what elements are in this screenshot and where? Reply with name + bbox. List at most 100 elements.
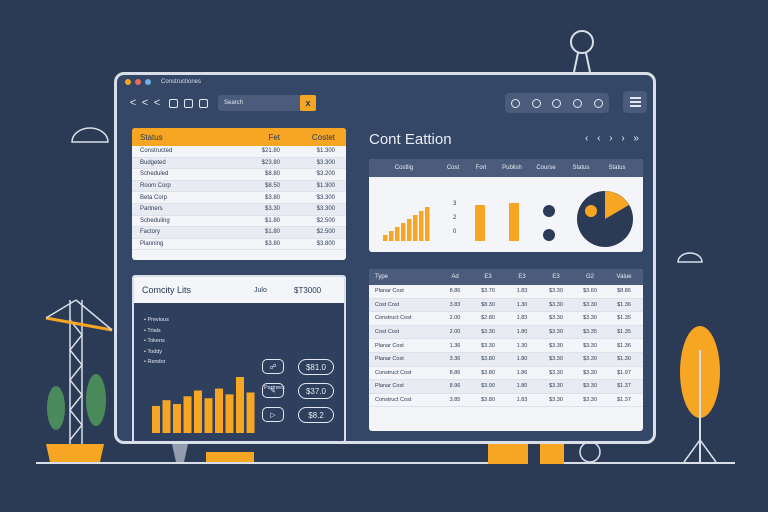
table-row[interactable]: Budgeted $23.80 $3.300 bbox=[132, 157, 346, 170]
table-row[interactable]: Planar Cost 8.96 $3.90 1.80 $3.30 $3.30 $1.37 bbox=[369, 380, 643, 394]
bar-mark bbox=[173, 404, 181, 433]
amount-pill-3[interactable]: $8.2 bbox=[298, 407, 334, 423]
window-dot-1[interactable] bbox=[125, 79, 131, 85]
table-row[interactable]: Construct Cost 3.85 $3.80 1.83 $3.30 $3.30 $1.… bbox=[369, 394, 643, 408]
row-cell: $3.35 bbox=[583, 329, 597, 336]
page-nav[interactable]: ‹ ‹ › › » bbox=[585, 133, 642, 144]
amount-pill-2[interactable]: $37.0 bbox=[298, 383, 334, 399]
list-item[interactable]: • Rendor bbox=[144, 359, 166, 365]
link-icon[interactable]: ☍ bbox=[262, 359, 284, 374]
summary-col[interactable]: Costlig bbox=[394, 165, 414, 171]
col-ad[interactable]: Ad bbox=[451, 274, 459, 280]
fire-icon[interactable] bbox=[184, 98, 193, 108]
row-cell: 3.85 bbox=[449, 397, 461, 404]
row-cell: 8.86 bbox=[449, 369, 461, 376]
calendar-icon[interactable] bbox=[531, 98, 541, 108]
row-name: Scheduling bbox=[140, 217, 170, 224]
row-cell: $3.30 bbox=[583, 342, 597, 349]
window-dot-2[interactable] bbox=[135, 79, 141, 85]
row-value-1: $8.50 bbox=[264, 183, 280, 190]
back-icon-2[interactable]: < bbox=[141, 97, 149, 109]
table-row[interactable]: Planar Cost 1.36 $3.30 1.30 $3.30 $3.30 $1.36 bbox=[369, 339, 643, 353]
row-name: Room Corp bbox=[140, 183, 171, 190]
summary-col[interactable]: Fort bbox=[475, 165, 487, 171]
table-row[interactable]: Partners $3.30 $3.300 bbox=[132, 203, 346, 216]
row-cell: $3.90 bbox=[481, 383, 495, 390]
bar-mark bbox=[509, 203, 519, 241]
table-row[interactable]: Construct Cost 2.00 $2.80 1.83 $3.30 $3.30 $1.… bbox=[369, 312, 643, 326]
list-icon[interactable] bbox=[169, 98, 178, 108]
table-row[interactable]: Room Corp $8.50 $1.300 bbox=[132, 180, 346, 193]
close-icon[interactable]: x bbox=[300, 95, 316, 111]
col-g2[interactable]: G2 bbox=[585, 274, 594, 280]
target-icon[interactable] bbox=[552, 98, 562, 108]
play-icon[interactable]: ▷ bbox=[262, 407, 284, 422]
row-cell: $1.36 bbox=[617, 342, 631, 349]
summary-col[interactable]: Publish bbox=[502, 165, 522, 171]
table-row[interactable]: Planar Cost 8.86 $3.70 1.83 $3.30 $3.60 $8.86 bbox=[369, 285, 643, 299]
col-costet[interactable]: Costet bbox=[311, 132, 335, 142]
status-table-body: Constructed $21.80 $1.300 Budgeted $23.80 $3.… bbox=[132, 146, 346, 251]
amount-pill-1[interactable]: $81.0 bbox=[298, 359, 334, 375]
row-cell: $3.30 bbox=[549, 397, 563, 404]
summary-col[interactable]: Status bbox=[608, 165, 626, 171]
back-icon[interactable]: < bbox=[129, 97, 137, 109]
menu-button[interactable] bbox=[623, 91, 647, 113]
row-cell: $1.35 bbox=[617, 329, 631, 336]
row-cell: 8.96 bbox=[449, 383, 461, 390]
row-value-1: $8.80 bbox=[264, 171, 280, 178]
col-e3[interactable]: E3 bbox=[518, 274, 526, 280]
row-name: Factory bbox=[140, 229, 161, 236]
col-fet[interactable]: Fet bbox=[268, 132, 280, 142]
table-row[interactable]: Factory $1.80 $2.500 bbox=[132, 227, 346, 239]
table-row[interactable]: Scheduled $8.80 $3.200 bbox=[132, 169, 346, 181]
app-title: Constructiones bbox=[161, 79, 202, 85]
table-row[interactable]: Scheduling $1.80 $2.500 bbox=[132, 216, 346, 228]
table-row[interactable]: Planar Cost 3.36 $3.80 1.80 $3.30 $3.30 $1.30 bbox=[369, 352, 643, 367]
row-name: Planning bbox=[140, 241, 164, 248]
bar-mark bbox=[183, 396, 192, 433]
status-table-header: Status Fet Costet bbox=[132, 128, 346, 146]
bar-mark bbox=[246, 392, 255, 433]
truck-icon bbox=[206, 452, 254, 462]
home-icon[interactable] bbox=[510, 98, 520, 108]
back-icon-3[interactable]: < bbox=[153, 97, 161, 109]
table-row[interactable]: Cost Cost 2.00 $3.30 1.80 $3.30 $3.35 $1.35 bbox=[369, 325, 643, 340]
page-title: Cont Eattion bbox=[369, 131, 452, 148]
tag-icon[interactable]: ✎ bbox=[262, 383, 284, 398]
col-status[interactable]: Status bbox=[140, 132, 163, 142]
col-e3[interactable]: E3 bbox=[484, 274, 492, 280]
table-row[interactable]: Planning $3.80 $3.800 bbox=[132, 239, 346, 251]
clock-icon[interactable] bbox=[573, 98, 583, 108]
table-row[interactable]: Construct Cost 8.86 $3.80 1.86 $3.30 $3.30 $1.… bbox=[369, 367, 643, 381]
search-input[interactable]: Search x bbox=[218, 95, 316, 111]
list-item[interactable]: • Trials bbox=[144, 327, 161, 334]
col-e3[interactable]: E3 bbox=[552, 274, 560, 280]
list-item[interactable]: • Previous bbox=[144, 317, 169, 323]
list-item[interactable]: • Toddy bbox=[144, 348, 163, 355]
window-dot-3[interactable] bbox=[145, 79, 151, 85]
document-icon[interactable] bbox=[199, 98, 208, 108]
row-value-2: $3.300 bbox=[316, 194, 335, 201]
table-row[interactable]: Constructed $21.80 $1.300 bbox=[132, 146, 346, 158]
table-row[interactable]: Beta Corp $3.80 $3.300 bbox=[132, 192, 346, 204]
col-value[interactable]: Value bbox=[616, 274, 632, 280]
row-cell: $1.35 bbox=[617, 315, 631, 322]
speaker-icon[interactable] bbox=[594, 98, 604, 108]
summary-col[interactable]: Course bbox=[536, 165, 556, 171]
row-name: Partners bbox=[140, 206, 163, 213]
row-value-2: $2.500 bbox=[316, 229, 335, 236]
activity-title: Comcity Lits bbox=[142, 285, 192, 295]
mini-bar-chart bbox=[383, 207, 430, 241]
summary-col[interactable]: Status bbox=[572, 165, 590, 171]
plant-left bbox=[47, 386, 65, 430]
list-item[interactable]: • Tokens bbox=[144, 338, 165, 344]
row-cell: 1.80 bbox=[516, 383, 528, 390]
summary-col[interactable]: Cost bbox=[446, 165, 460, 171]
row-value-1: $1.80 bbox=[264, 217, 280, 224]
row-cell: 1.80 bbox=[516, 356, 528, 363]
table-row[interactable]: Cost Cost 3.83 $8.30 1.30 $3.30 $3.30 $1.36 bbox=[369, 298, 643, 313]
col-type[interactable]: Type bbox=[375, 274, 389, 280]
bar-mark bbox=[407, 219, 412, 241]
row-name: Cost Cost bbox=[375, 301, 400, 308]
